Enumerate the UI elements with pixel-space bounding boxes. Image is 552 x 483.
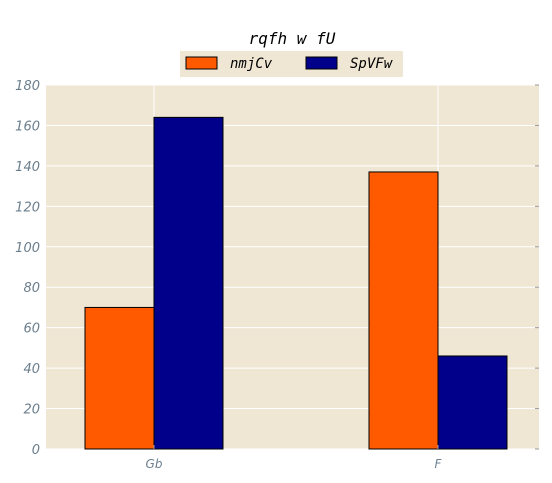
y-tick-label: 100 (15, 241, 40, 256)
y-tick-label: 0 (32, 443, 40, 458)
y-tick-label: 180 (15, 79, 40, 94)
chart-title: rqfh w fU (249, 29, 336, 48)
y-tick-label: 140 (15, 160, 40, 175)
legend-label-nmjcv: nmjCv (230, 56, 273, 72)
y-axis-ticks: 0 20 40 60 80 100 120 140 160 180 (15, 79, 539, 458)
bar-spvfw-gb (153, 116, 224, 450)
bar-nmjcv-gb (84, 306, 155, 450)
bars (84, 116, 508, 450)
y-tick-label: 120 (15, 200, 40, 215)
legend: nmjCv SpVFw (180, 51, 403, 77)
y-tick-label: 60 (23, 322, 40, 337)
y-tick-label: 20 (23, 403, 40, 418)
y-tick-label: 80 (23, 281, 40, 296)
legend-swatch-nmjcv (185, 56, 218, 70)
bar-spvfw-f (437, 355, 508, 450)
y-tick-label: 160 (15, 119, 40, 134)
legend-label-spvfw: SpVFw (350, 56, 393, 72)
x-tick-label: Gb (146, 457, 163, 471)
y-tick-label: 40 (23, 362, 40, 377)
x-axis-ticks: Gb F (146, 445, 443, 471)
bar-nmjcv-f (368, 171, 439, 450)
legend-swatch-spvfw (305, 56, 338, 70)
x-tick-label: F (435, 457, 443, 471)
